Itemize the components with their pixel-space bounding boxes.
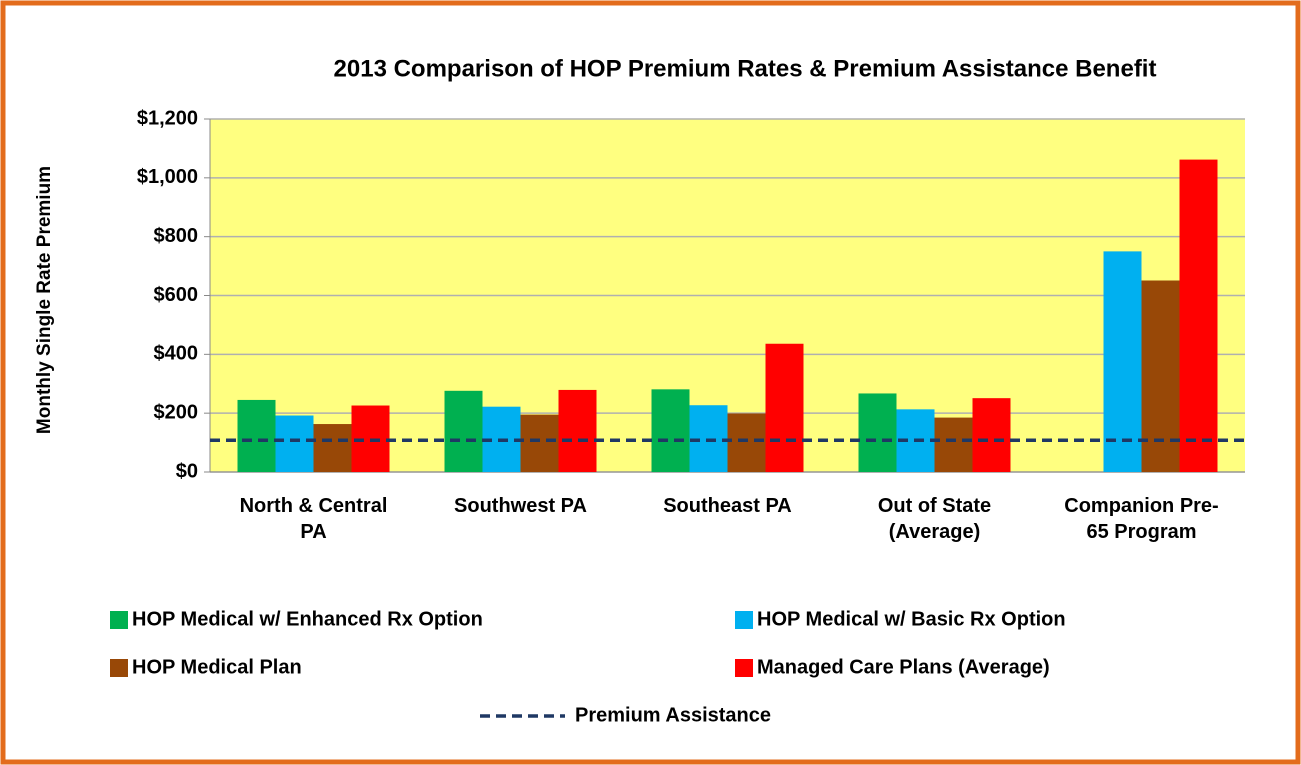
y-tick-label: $1,200 [137,107,198,129]
bar [558,389,597,472]
chart-title: 2013 Comparison of HOP Premium Rates & P… [334,55,1157,82]
legend-swatch [110,659,128,677]
bar [765,343,804,472]
legend-swatch [735,659,753,677]
bar [520,414,559,472]
x-tick-label: Southeast PA [663,495,792,517]
bar [1179,159,1218,472]
legend-label: HOP Medical Plan [132,656,302,678]
y-tick-label: $600 [154,284,199,306]
x-tick-label: Out of State (Average) [877,495,992,543]
y-tick-label: $400 [154,343,199,365]
legend-swatch [110,611,128,629]
bar [1141,280,1180,472]
y-tick-label: $0 [176,460,198,482]
x-tick-label: Companion Pre-65 Program [1064,495,1219,543]
bar [275,415,314,472]
y-tick-label: $800 [154,225,199,247]
bar [444,390,483,472]
legend-label: Premium Assistance [575,704,771,726]
y-tick-label: $1,000 [137,166,198,188]
y-tick-label: $200 [154,401,199,423]
bar [651,389,690,472]
y-axis-label: Monthly Single Rate Premium [34,166,55,434]
legend-swatch [735,611,753,629]
legend-label: Managed Care Plans (Average) [757,656,1050,678]
bar [972,398,1011,472]
x-tick-label: North & Central PA [239,495,388,543]
bar [858,393,897,472]
legend-label: HOP Medical w/ Basic Rx Option [757,608,1066,630]
bar [727,413,766,472]
bar [313,424,352,472]
bar [237,399,276,472]
bar [934,417,973,472]
bar [1103,251,1142,472]
x-tick-label: Southwest PA [454,495,587,517]
legend-label: HOP Medical w/ Enhanced Rx Option [132,608,483,630]
